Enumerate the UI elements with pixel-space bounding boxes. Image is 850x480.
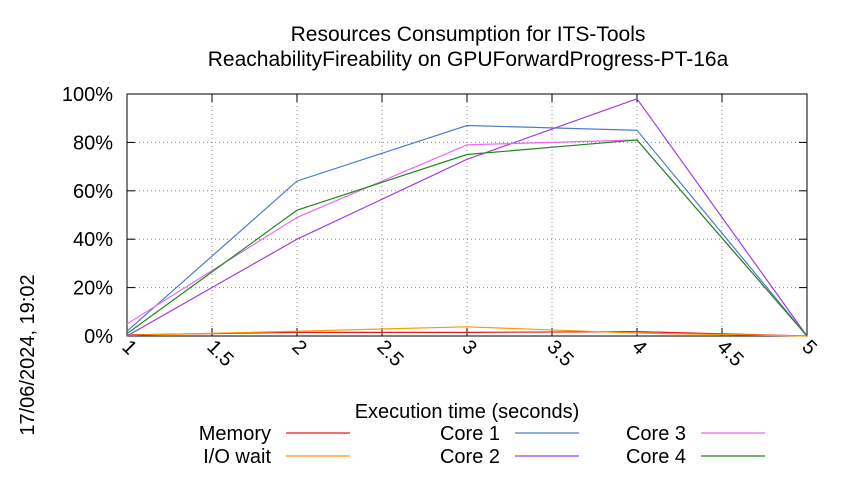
x-tick-label: 3	[457, 336, 480, 359]
x-axis-label: Execution time (seconds)	[355, 401, 580, 423]
x-tick-label: 1.5	[202, 336, 237, 371]
series-line-core-1	[126, 124, 808, 337]
series-line-core-2	[126, 98, 808, 337]
x-tick-label: 4	[627, 336, 650, 359]
x-tick-label: 5	[797, 336, 820, 359]
series-line-memory	[126, 330, 808, 337]
chart-title-line-1: Resources Consumption for ITS-Tools	[291, 23, 646, 46]
x-tick-label: 4.5	[712, 336, 747, 371]
legend-label: Memory	[199, 423, 271, 445]
grid	[127, 94, 807, 336]
legend-label: Core 3	[626, 423, 686, 445]
series-lines	[126, 98, 808, 337]
y-tick-label: 100%	[62, 84, 113, 106]
legend-label: Core 1	[440, 423, 500, 445]
y-tick-label: 0%	[84, 326, 113, 348]
x-tick-label: 3.5	[542, 336, 577, 371]
legend-label: I/O wait	[203, 446, 271, 468]
y-tick-label: 60%	[73, 181, 113, 203]
series-line-core-4	[126, 139, 808, 337]
legend-label: Core 4	[626, 446, 686, 468]
series-line-i-o-wait	[126, 326, 808, 337]
chart-title-line-2: ReachabilityFireability on GPUForwardPro…	[208, 48, 729, 71]
y-tick-labels: 0% 20% 40% 60% 80% 100%	[62, 84, 113, 348]
y-tick-label: 40%	[73, 229, 113, 251]
y-tick-label: 20%	[73, 278, 113, 300]
y-tick-label: 80%	[73, 132, 113, 154]
ticks	[126, 93, 808, 337]
x-tick-label: 2	[287, 336, 310, 359]
x-tick-label: 1	[117, 336, 140, 359]
timestamp-label: 17/06/2024, 19:02	[17, 274, 39, 435]
x-tick-labels: 1 1.5 2 2.5 3 3.5 4 4.5 5	[117, 336, 820, 371]
legend-label: Core 2	[440, 446, 500, 468]
x-tick-label: 2.5	[372, 336, 407, 371]
